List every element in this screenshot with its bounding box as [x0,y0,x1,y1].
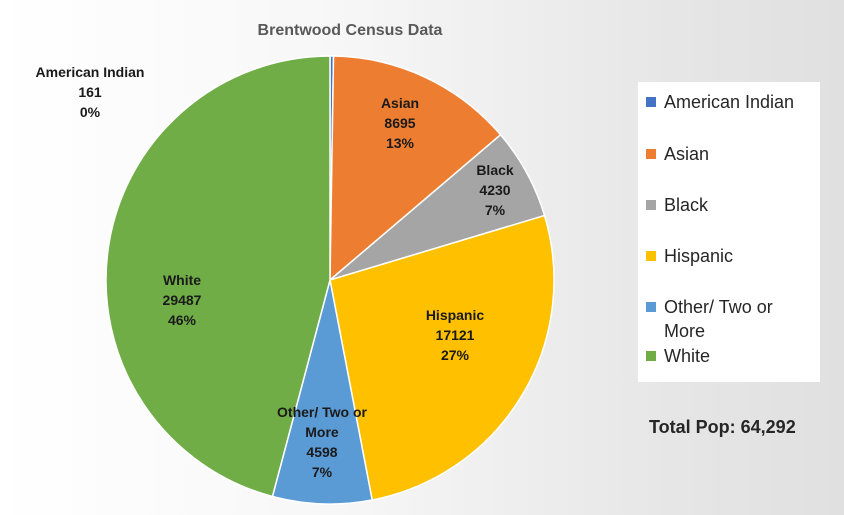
chart-title: Brentwood Census Data [257,22,443,39]
pie-slice-hispanic [329,214,555,501]
pie-slice-asian [329,55,502,282]
legend-item-hispanic: Hispanic [646,244,816,268]
pie-slice-white [105,55,331,498]
legend-swatch [646,149,656,159]
legend-swatch [646,251,656,261]
legend-swatch [646,97,656,107]
data-label-asian: Asian 8695 13% [380,95,420,151]
legend-swatch [646,200,656,210]
legend-item-american-indian: American Indian [646,90,816,114]
legend-item-other: Other/ Two or More [646,295,816,343]
legend-swatch [646,351,656,361]
data-label-other: Other/ Two or More 4598 7% [277,404,367,480]
chart-legend: American Indian Asian Black Hispanic Oth… [638,82,820,382]
data-label-american-indian: American Indian 161 0% [35,64,145,120]
total-population-annotation: Total Pop: 64,292 [649,417,796,437]
data-label-white: White 29487 46% [162,272,202,328]
data-label-black: Black 4230 7% [476,162,514,218]
pie-slice-other-two-or-more [271,279,374,505]
legend-item-asian: Asian [646,142,816,166]
data-label-hispanic: Hispanic 17121 27% [425,307,485,363]
legend-item-black: Black [646,193,816,217]
legend-item-white: White [646,344,816,368]
legend-swatch [646,302,656,312]
